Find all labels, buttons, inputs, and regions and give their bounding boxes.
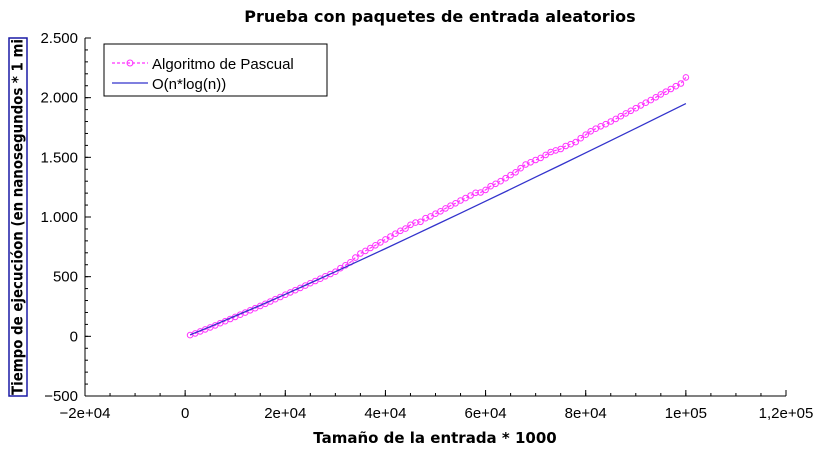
data-point-pascual [577,134,585,142]
y-tick-label: 0 [70,328,78,345]
data-point-pascual [507,171,514,179]
data-point-pascual [392,230,399,237]
data-point-pascual [512,169,519,176]
legend-marker-pascual [126,59,134,67]
legend-label-nlogn: O(n*log(n)) [152,76,226,93]
x-tick-label: 2e+04 [264,405,306,422]
series-layer [186,74,690,339]
chart-title: Prueba con paquetes de entrada aleatorio… [244,7,635,26]
data-point-pascual [537,154,545,162]
data-point-pascual [477,189,484,196]
data-point-pascual [402,225,409,232]
data-point-pascual [662,88,670,95]
x-tick-label: 1,2e+05 [759,405,814,422]
y-tick-label: 1.000 [40,209,78,226]
data-point-pascual [467,192,474,199]
axis-ticks: −2e+04 2e+04 4e+04 6e+04 8e+04 1e+05 1,2e+05 0 −… [40,30,813,422]
x-tick-label: 0 [181,405,189,422]
y-axis-label: Tiempo de ejecucióon (en nanosegundos * … [9,39,27,395]
data-point-pascual [377,239,384,246]
y-axis-label-box: Tiempo de ejecucióon (en nanosegundos * … [8,37,28,397]
data-point-pascual [667,85,675,93]
y-tick-label: 500 [53,269,78,286]
data-point-pascual [492,180,499,188]
x-tick-label: 1e+05 [665,405,707,422]
data-point-pascual [502,174,509,182]
y-tick-label: 1.500 [40,149,78,166]
y-tick-label: 2.000 [40,90,78,107]
data-point-pascual [427,213,434,220]
data-point-pascual [542,151,550,159]
data-point-pascual [632,104,640,112]
data-point-pascual [612,115,620,123]
legend: Algoritmo de Pascual O(n*log(n)) [103,43,328,97]
data-point-pascual [602,120,610,128]
data-point-pascual [607,118,615,125]
data-point-pascual [672,82,680,90]
x-axis-label: Tamaño de la entrada * 1000 [313,429,556,447]
data-point-pascual [582,131,590,138]
data-point-pascual [357,250,364,257]
data-point-pascual [412,219,419,226]
data-point-pascual [682,74,690,81]
data-point-pascual [587,128,595,135]
data-point-pascual [462,194,469,202]
data-point-pascual [352,254,359,261]
data-point-pascual [557,145,565,153]
data-point-pascual [572,138,580,146]
data-point-pascual [627,107,635,115]
x-tick-label: 8e+04 [565,405,607,422]
y-tick-label: 2.500 [40,30,78,47]
data-point-pascual [382,236,389,243]
y-tick-label: −500 [44,388,78,405]
data-point-pascual [452,200,459,207]
data-point-pascual [332,268,339,276]
x-tick-label: 6e+04 [465,405,507,422]
data-point-pascual [617,112,625,120]
data-point-pascual [372,242,379,249]
data-point-pascual [472,189,479,197]
x-tick-label: −2e+04 [60,405,111,422]
data-point-pascual [437,208,444,215]
data-point-pascual [497,177,504,185]
data-point-pascual [677,80,685,87]
data-point-pascual [642,99,650,106]
data-point-pascual [637,102,645,109]
data-point-pascual [482,186,489,194]
data-point-pascual [387,233,394,240]
series-line-pascual [189,77,687,336]
x-tick-label: 4e+04 [364,405,406,422]
data-point-pascual [657,91,665,98]
data-point-pascual [622,110,630,117]
data-point-pascual [442,205,449,212]
legend-box [103,43,328,97]
data-point-pascual [517,164,524,172]
legend-label-pascual: Algoritmo de Pascual [152,56,294,73]
data-point-pascual [652,94,660,101]
data-point-pascual [362,247,369,255]
data-point-pascual [417,218,424,226]
data-point-pascual [647,96,655,104]
data-point-pascual [367,244,374,252]
series-line-nlogn [189,103,687,336]
